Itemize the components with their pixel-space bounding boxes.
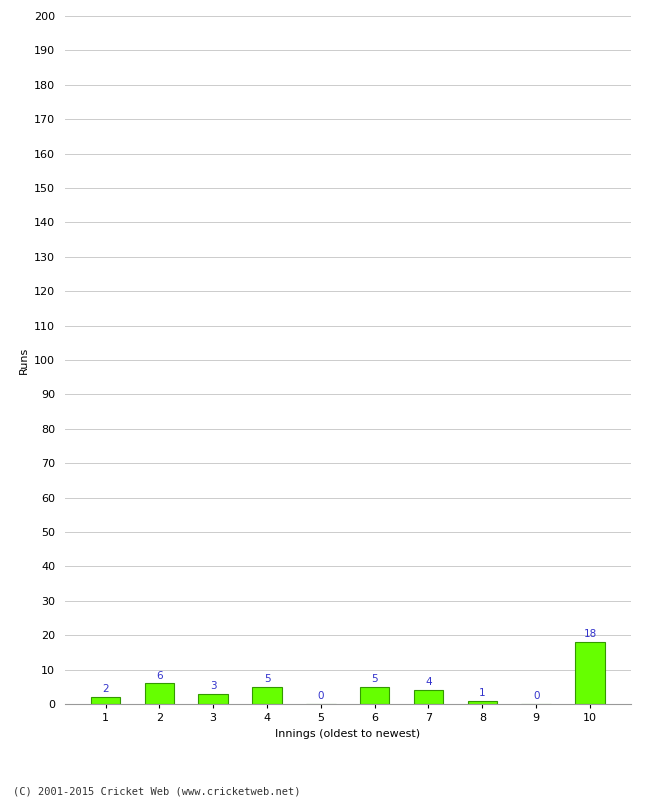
Bar xyxy=(413,690,443,704)
Text: 5: 5 xyxy=(371,674,378,684)
Text: 6: 6 xyxy=(156,670,162,681)
Text: 1: 1 xyxy=(479,688,486,698)
Bar xyxy=(467,701,497,704)
Y-axis label: Runs: Runs xyxy=(19,346,29,374)
Text: 4: 4 xyxy=(425,678,432,687)
Bar xyxy=(144,683,174,704)
Text: (C) 2001-2015 Cricket Web (www.cricketweb.net): (C) 2001-2015 Cricket Web (www.cricketwe… xyxy=(13,786,300,796)
Text: 0: 0 xyxy=(318,691,324,702)
Text: 3: 3 xyxy=(210,681,216,691)
Text: 0: 0 xyxy=(533,691,540,702)
Text: 2: 2 xyxy=(102,684,109,694)
Bar xyxy=(91,697,120,704)
X-axis label: Innings (oldest to newest): Innings (oldest to newest) xyxy=(275,729,421,738)
Text: 18: 18 xyxy=(583,630,597,639)
Bar xyxy=(360,686,389,704)
Bar xyxy=(198,694,228,704)
Bar xyxy=(575,642,604,704)
Text: 5: 5 xyxy=(264,674,270,684)
Bar xyxy=(252,686,282,704)
